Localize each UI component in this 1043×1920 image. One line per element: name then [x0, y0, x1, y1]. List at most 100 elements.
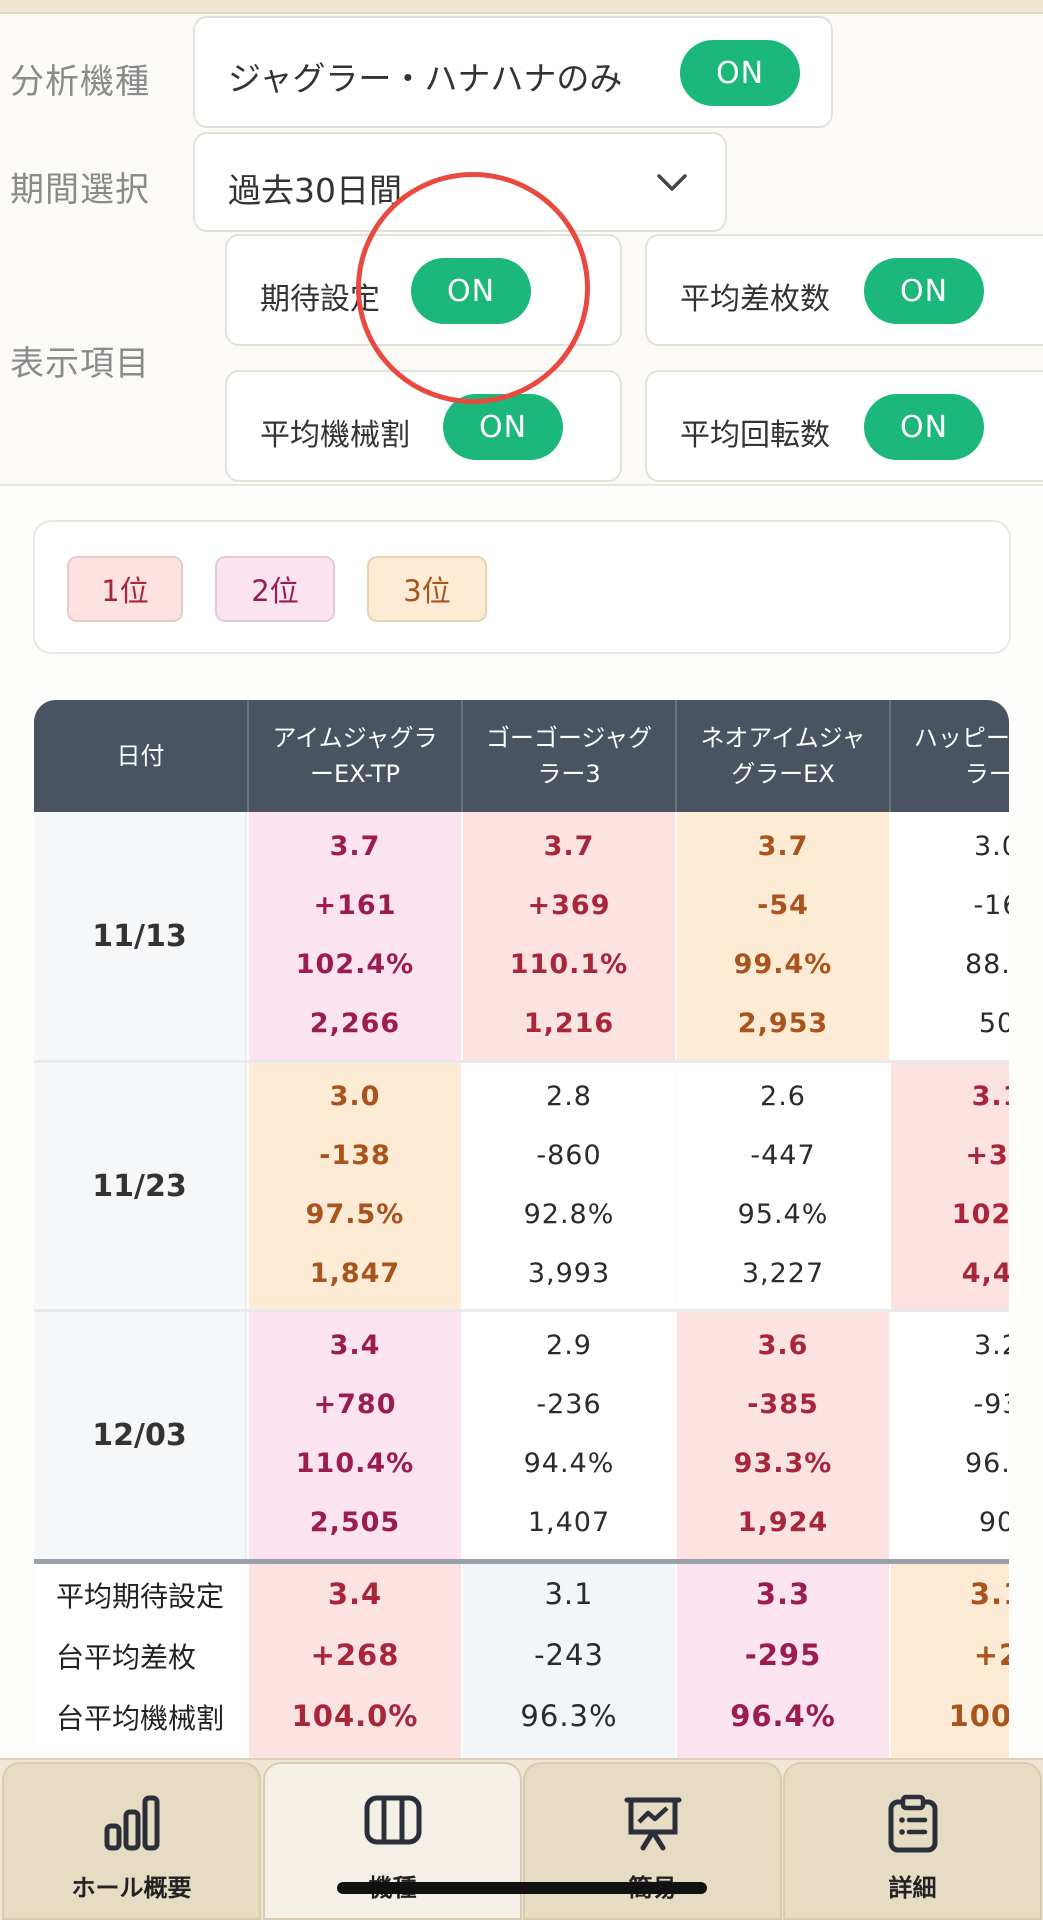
cell-value: 3.6 [757, 1329, 809, 1361]
cell-value: 2.8 [546, 1080, 592, 1112]
bottom-nav: ホール概要 機種 簡易 詳細 [0, 1758, 1043, 1920]
table-cell [463, 1062, 675, 1310]
header-date: 日付 [34, 700, 249, 812]
chevron-down-icon [657, 174, 687, 191]
summary-divider [34, 1559, 1009, 1564]
option-expected-setting[interactable]: 期待設定 ON [225, 234, 622, 346]
cell-value: 97.5% [305, 1198, 405, 1230]
expected-setting-toggle[interactable]: ON [411, 258, 531, 324]
summary-value: 3.3 [755, 1577, 811, 1611]
option-avg-diff[interactable]: 平均差枚数 ON [645, 234, 1043, 346]
summary-label: 平均期待設定 [34, 1564, 247, 1625]
cell-value: -860 [536, 1139, 602, 1171]
summary-value: 104.0% [291, 1699, 419, 1733]
cell-value: 102.4 [951, 1198, 1009, 1230]
cell-value: 2,266 [309, 1007, 401, 1039]
header-model: ゴーゴージャグ ラー3 [463, 700, 677, 812]
option-avg-spins[interactable]: 平均回転数 ON [645, 370, 1043, 482]
nav-simple[interactable]: 簡易 [523, 1762, 782, 1920]
table-cell [891, 812, 1009, 1060]
date-cell: 11/13 [34, 812, 247, 1060]
summary-value: 100.4 [948, 1699, 1009, 1733]
legend-rank1: 1位 [67, 556, 183, 622]
cell-value: 3.1 [971, 1080, 1009, 1112]
cell-value: 3,993 [527, 1257, 611, 1289]
summary-cell [891, 1564, 1009, 1760]
cell-value: 50 [978, 1007, 1009, 1039]
clipboard-list-icon [888, 1794, 937, 1853]
cell-value: -16 [973, 889, 1009, 921]
summary-value: 3.1 [544, 1577, 594, 1611]
cell-value: 3.0 [974, 830, 1009, 862]
model-select-box[interactable]: ジャグラー・ハナハナのみ ON [193, 16, 833, 128]
period-select[interactable]: 過去30日間 [193, 132, 727, 232]
table-cell [463, 812, 675, 1060]
model-value: ジャグラー・ハナハナのみ [228, 59, 623, 98]
display-label: 表示項目 [10, 344, 150, 384]
nav-hall-overview[interactable]: ホール概要 [2, 1762, 261, 1920]
header-model: ハッピージャグ ラーV [891, 700, 1009, 812]
cell-value: 1,216 [523, 1007, 615, 1039]
bar-chart-icon [104, 1795, 159, 1851]
cell-value: 1,407 [527, 1506, 611, 1538]
nav-detail[interactable]: 詳細 [783, 1762, 1042, 1920]
table-cell [891, 1311, 1009, 1559]
legend-rank3: 3位 [367, 556, 487, 622]
cell-value: 94.4% [523, 1447, 615, 1479]
avg-spins-toggle[interactable]: ON [864, 394, 984, 460]
cell-value: 1,924 [737, 1506, 829, 1538]
cell-value: -385 [747, 1388, 819, 1420]
model-toggle[interactable]: ON [680, 40, 800, 106]
cell-value: -236 [536, 1388, 602, 1420]
table-cell [249, 1062, 461, 1310]
row-divider [34, 1309, 1009, 1312]
cell-value: 88.9 [964, 948, 1009, 980]
summary-value: 96.3% [520, 1699, 618, 1733]
option-avg-payout[interactable]: 平均機械割 ON [225, 370, 622, 482]
cell-value: -138 [319, 1139, 391, 1171]
presentation-chart-icon [624, 1797, 681, 1851]
table-cell [463, 1311, 675, 1559]
cell-value: 3.7 [543, 830, 595, 862]
cell-value: 3.7 [329, 830, 381, 862]
summary-value: 3.1 [969, 1577, 1009, 1611]
summary-cell [677, 1564, 889, 1760]
table-header: 日付 アイムジャグラ ーEX-TP ゴーゴージャグ ラー3 ネオアイムジャ グラ… [34, 700, 1009, 812]
model-comparison-table[interactable]: 日付 アイムジャグラ ーEX-TP ゴーゴージャグ ラー3 ネオアイムジャ グラ… [34, 700, 1009, 1760]
summary-value: 3.4 [327, 1577, 383, 1611]
nav-label: 詳細 [888, 1874, 937, 1902]
summary-value: +2 [973, 1638, 1009, 1672]
cell-value: 3.2 [974, 1329, 1009, 1361]
cell-value: -54 [757, 889, 809, 921]
cell-value: 92.8% [523, 1198, 615, 1230]
settings-panel: 分析機種 ジャグラー・ハナハナのみ ON 期間選択 過去30日間 表示項目 期待… [0, 14, 1043, 486]
nav-models[interactable]: 機種 [263, 1762, 522, 1920]
summary-value: +268 [310, 1638, 400, 1672]
header-model: ネオアイムジャ グラーEX [677, 700, 891, 812]
cell-value: 96.6 [964, 1447, 1009, 1479]
option-label: 平均差枚数 [680, 282, 830, 317]
cell-value: 4,44 [961, 1257, 1009, 1289]
cell-value: +780 [313, 1388, 397, 1420]
cell-value: +32 [965, 1139, 1009, 1171]
avg-diff-toggle[interactable]: ON [864, 258, 984, 324]
summary-value: -243 [534, 1638, 604, 1672]
cell-value: 2,505 [309, 1506, 401, 1538]
cell-value: 99.4% [733, 948, 833, 980]
cell-value: 3.7 [757, 830, 809, 862]
cell-value: +161 [313, 889, 397, 921]
cell-value: 2,953 [737, 1007, 829, 1039]
summary-label: 台平均機械割 [34, 1686, 247, 1747]
top-strip [0, 0, 1043, 14]
legend-rank2: 2位 [215, 556, 335, 622]
row-divider [34, 1060, 1009, 1063]
cell-value: -93 [973, 1388, 1009, 1420]
columns-icon [364, 1795, 421, 1845]
avg-payout-toggle[interactable]: ON [443, 394, 563, 460]
cell-value: 3.4 [329, 1329, 381, 1361]
option-label: 期待設定 [260, 282, 380, 317]
period-value: 過去30日間 [228, 171, 402, 210]
table-cell [249, 1311, 461, 1559]
rank-legend: 1位 2位 3位 [33, 520, 1011, 654]
date-cell: 12/03 [34, 1311, 247, 1559]
